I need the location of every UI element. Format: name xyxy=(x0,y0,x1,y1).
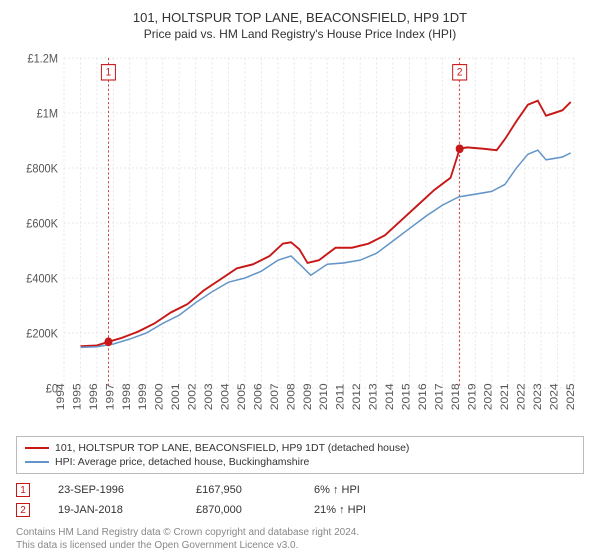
svg-text:2022: 2022 xyxy=(516,383,527,410)
svg-text:£1.2M: £1.2M xyxy=(27,53,58,66)
svg-text:2021: 2021 xyxy=(500,383,511,410)
svg-text:2023: 2023 xyxy=(533,383,544,410)
transaction-row: 2 19-JAN-2018 £870,000 21% ↑ HPI xyxy=(16,500,584,520)
svg-text:2000: 2000 xyxy=(154,383,165,410)
footer-attribution: Contains HM Land Registry data © Crown c… xyxy=(16,526,584,552)
svg-text:2015: 2015 xyxy=(401,383,412,410)
transaction-price: £167,950 xyxy=(196,484,286,496)
svg-text:2001: 2001 xyxy=(171,383,182,410)
svg-text:£200K: £200K xyxy=(26,328,58,341)
svg-text:1996: 1996 xyxy=(88,383,99,410)
svg-text:1: 1 xyxy=(106,66,112,79)
svg-text:2009: 2009 xyxy=(302,383,313,410)
transaction-marker-num: 2 xyxy=(16,503,30,517)
svg-text:2018: 2018 xyxy=(450,383,461,410)
svg-text:£800K: £800K xyxy=(26,163,58,176)
svg-text:2014: 2014 xyxy=(384,383,395,410)
transaction-date: 23-SEP-1996 xyxy=(58,484,168,496)
svg-text:2013: 2013 xyxy=(368,383,379,410)
legend-label: HPI: Average price, detached house, Buck… xyxy=(55,456,309,468)
line-chart-svg: £0£200K£400K£600K£800K£1M£1.2M1994199519… xyxy=(16,47,584,432)
svg-text:2: 2 xyxy=(457,66,463,79)
legend-label: 101, HOLTSPUR TOP LANE, BEACONSFIELD, HP… xyxy=(55,442,409,454)
footer-line-2: This data is licensed under the Open Gov… xyxy=(16,539,584,552)
svg-text:2011: 2011 xyxy=(335,384,346,410)
transaction-price: £870,000 xyxy=(196,504,286,516)
transaction-delta: 6% ↑ HPI xyxy=(314,484,360,496)
transaction-date: 19-JAN-2018 xyxy=(58,504,168,516)
svg-text:2016: 2016 xyxy=(417,383,428,410)
svg-text:1999: 1999 xyxy=(138,383,149,410)
svg-text:2004: 2004 xyxy=(220,383,231,410)
svg-text:2017: 2017 xyxy=(434,383,445,410)
svg-text:2003: 2003 xyxy=(204,383,215,410)
svg-text:£400K: £400K xyxy=(26,273,58,286)
legend-swatch xyxy=(25,447,49,449)
svg-text:2005: 2005 xyxy=(236,383,247,410)
legend-item: HPI: Average price, detached house, Buck… xyxy=(25,455,575,469)
footer-line-1: Contains HM Land Registry data © Crown c… xyxy=(16,526,584,539)
svg-text:2020: 2020 xyxy=(483,383,494,410)
legend-item: 101, HOLTSPUR TOP LANE, BEACONSFIELD, HP… xyxy=(25,441,575,455)
svg-text:2010: 2010 xyxy=(319,383,330,410)
transaction-row: 1 23-SEP-1996 £167,950 6% ↑ HPI xyxy=(16,480,584,500)
transaction-table: 1 23-SEP-1996 £167,950 6% ↑ HPI 2 19-JAN-2018… xyxy=(16,480,584,520)
svg-text:2006: 2006 xyxy=(253,383,264,410)
svg-text:2012: 2012 xyxy=(352,383,363,410)
chart-title: 101, HOLTSPUR TOP LANE, BEACONSFIELD, HP… xyxy=(16,10,584,25)
legend-swatch xyxy=(25,461,49,463)
svg-text:2007: 2007 xyxy=(269,383,280,410)
svg-text:2025: 2025 xyxy=(565,383,576,410)
svg-text:1998: 1998 xyxy=(121,383,132,410)
svg-text:2019: 2019 xyxy=(467,383,478,410)
chart-subtitle: Price paid vs. HM Land Registry's House … xyxy=(16,27,584,41)
svg-text:£600K: £600K xyxy=(26,218,58,231)
transaction-marker-num: 1 xyxy=(16,483,30,497)
legend: 101, HOLTSPUR TOP LANE, BEACONSFIELD, HP… xyxy=(16,436,584,474)
chart-area: £0£200K£400K£600K£800K£1M£1.2M1994199519… xyxy=(16,47,584,432)
svg-text:2008: 2008 xyxy=(286,383,297,410)
svg-text:1994: 1994 xyxy=(55,383,66,410)
svg-text:£1M: £1M xyxy=(37,108,58,121)
transaction-delta: 21% ↑ HPI xyxy=(314,504,366,516)
svg-text:1995: 1995 xyxy=(72,383,83,410)
svg-text:1997: 1997 xyxy=(105,383,116,410)
svg-text:2002: 2002 xyxy=(187,383,198,410)
svg-text:2024: 2024 xyxy=(549,383,560,410)
chart-container: 101, HOLTSPUR TOP LANE, BEACONSFIELD, HP… xyxy=(0,0,600,560)
